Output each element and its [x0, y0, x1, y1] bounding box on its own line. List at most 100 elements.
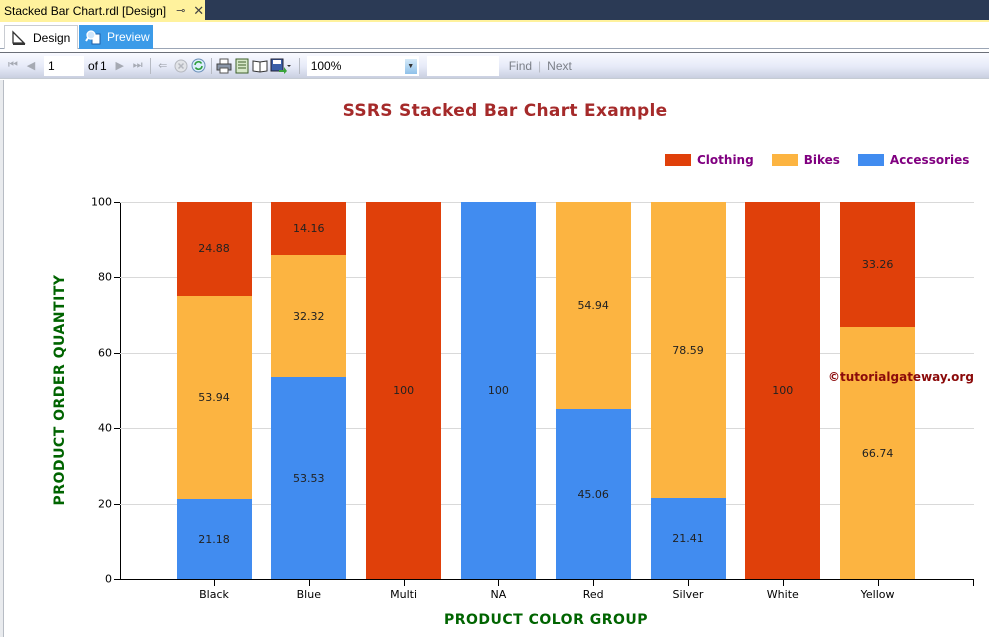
- find-next-button[interactable]: Next: [547, 58, 572, 73]
- toolbar-separator: [298, 57, 300, 74]
- preview-magnifier-icon: [85, 29, 101, 45]
- export-save-icon[interactable]: [269, 57, 293, 75]
- data-label: 100: [772, 384, 794, 397]
- data-label: 54.94: [577, 299, 609, 313]
- bar-segment-clothing[interactable]: 33.26: [840, 202, 916, 328]
- bar-silver[interactable]: 21.41 78.59: [650, 202, 726, 579]
- bar-na[interactable]: 100: [460, 202, 536, 579]
- bar-blue[interactable]: 53.53 32.32 14.16: [271, 202, 347, 579]
- bar-segment-bikes[interactable]: 54.94: [555, 202, 631, 410]
- y-tick: [114, 503, 120, 505]
- bar-segment-accessories[interactable]: 100: [460, 202, 536, 579]
- data-label: 24.88: [198, 242, 230, 256]
- report-toolbar: ⏮ ◀ of 1 ▶ ⏭ ⇐ 100% ▼ F: [0, 52, 989, 79]
- x-tick: [782, 580, 784, 586]
- stop-icon[interactable]: [172, 57, 190, 75]
- legend-label: Clothing: [697, 153, 754, 167]
- gridline: [120, 277, 974, 279]
- x-tick-label: Blue: [296, 588, 321, 601]
- x-tick-label: Red: [582, 588, 604, 601]
- bar-segment-bikes[interactable]: 32.32: [271, 255, 347, 378]
- tab-design-label: Design: [33, 30, 71, 45]
- tab-design[interactable]: Design: [4, 25, 78, 49]
- y-axis: [120, 202, 121, 580]
- data-label: 32.32: [293, 309, 325, 323]
- refresh-icon[interactable]: [190, 57, 208, 75]
- x-tick: [688, 580, 689, 586]
- bar-segment-clothing[interactable]: 100: [745, 202, 821, 579]
- legend-swatch-bikes: [771, 154, 798, 166]
- x-axis-end-tick: [973, 580, 974, 586]
- chart-title: SSRS Stacked Bar Chart Example: [342, 101, 668, 121]
- data-label: 45.06: [577, 487, 609, 501]
- bar-segment-bikes[interactable]: 78.59: [650, 202, 726, 499]
- x-tick-label: Black: [199, 588, 229, 601]
- bar-segment-accessories[interactable]: 45.06: [555, 409, 631, 579]
- legend-item-bikes: Bikes: [771, 153, 840, 167]
- bar-segment-clothing[interactable]: 14.16: [271, 202, 347, 256]
- document-tab[interactable]: Stacked Bar Chart.rdl [Design] ⊸ ✕: [0, 0, 205, 21]
- x-tick: [498, 580, 500, 586]
- bar-segment-accessories[interactable]: 21.41: [650, 498, 726, 579]
- x-axis-title: PRODUCT COLOR GROUP: [443, 612, 649, 628]
- tab-preview[interactable]: Preview: [79, 25, 153, 49]
- previous-page-icon[interactable]: ◀: [26, 60, 36, 72]
- bar-black[interactable]: 21.18 53.94 24.88: [176, 202, 252, 579]
- bar-segment-bikes[interactable]: 66.74: [840, 327, 916, 579]
- bar-segment-bikes[interactable]: 53.94: [176, 295, 252, 500]
- legend-item-accessories: Accessories: [857, 153, 969, 167]
- x-axis: [120, 579, 974, 580]
- last-page-icon[interactable]: ⏭: [132, 59, 143, 71]
- next-page-icon[interactable]: ▶: [115, 60, 124, 72]
- data-label: 21.18: [198, 532, 230, 546]
- x-tick-label: White: [766, 588, 799, 601]
- find-button[interactable]: Find: [508, 58, 533, 73]
- pin-icon[interactable]: ⊸: [176, 5, 186, 17]
- bar-segment-clothing[interactable]: 100: [366, 202, 442, 579]
- y-tick-label: 0: [105, 572, 112, 586]
- back-to-parent-icon[interactable]: ⇐: [158, 60, 168, 72]
- document-tab-title: Stacked Bar Chart.rdl [Design]: [4, 3, 167, 18]
- x-tick: [214, 580, 215, 586]
- y-tick: [114, 579, 120, 580]
- toolbar-separator: [149, 57, 151, 74]
- y-tick: [114, 277, 120, 279]
- print-icon[interactable]: [215, 57, 233, 75]
- x-tick-label: NA: [490, 588, 507, 601]
- data-label: 33.26: [861, 258, 894, 272]
- x-tick: [403, 580, 405, 586]
- watermark-text: ©tutorialgateway.org: [828, 370, 974, 384]
- bar-segment-clothing[interactable]: 24.88: [176, 202, 252, 296]
- y-tick-label: 40: [98, 421, 112, 435]
- bar-red[interactable]: 45.06 54.94: [555, 202, 631, 579]
- print-layout-icon[interactable]: [233, 57, 251, 75]
- page-setup-icon[interactable]: [251, 57, 269, 75]
- page-number-input[interactable]: [44, 55, 84, 76]
- data-label: 53.53: [293, 471, 325, 485]
- data-label: 14.16: [293, 222, 325, 236]
- close-icon[interactable]: ✕: [193, 2, 205, 18]
- of-label: of: [88, 58, 99, 73]
- y-tick: [114, 352, 120, 354]
- y-tick-label: 100: [91, 195, 112, 209]
- bar-multi[interactable]: 100: [366, 202, 442, 579]
- bar-yellow[interactable]: 66.74 33.26: [840, 202, 916, 579]
- bar-segment-accessories[interactable]: 21.18: [176, 499, 252, 579]
- bar-segment-accessories[interactable]: 53.53: [271, 377, 347, 579]
- y-tick-label: 80: [98, 270, 112, 284]
- first-page-icon[interactable]: ⏮: [8, 59, 18, 71]
- x-tick: [308, 580, 310, 586]
- bar-white[interactable]: 100: [745, 202, 821, 579]
- data-label: 21.41: [672, 532, 704, 546]
- x-tick: [877, 580, 879, 586]
- zoom-dropdown[interactable]: 100% ▼: [306, 55, 419, 76]
- view-tabs: Design Preview: [0, 22, 989, 49]
- y-tick-label: 60: [98, 346, 112, 360]
- chevron-down-icon[interactable]: ▼: [404, 58, 417, 74]
- design-ruler-icon: [11, 29, 27, 46]
- toolbar-separator: [210, 57, 212, 74]
- total-pages: 1: [100, 58, 107, 73]
- y-tick: [114, 202, 120, 203]
- data-label: 100: [487, 384, 509, 397]
- find-input[interactable]: [426, 55, 499, 76]
